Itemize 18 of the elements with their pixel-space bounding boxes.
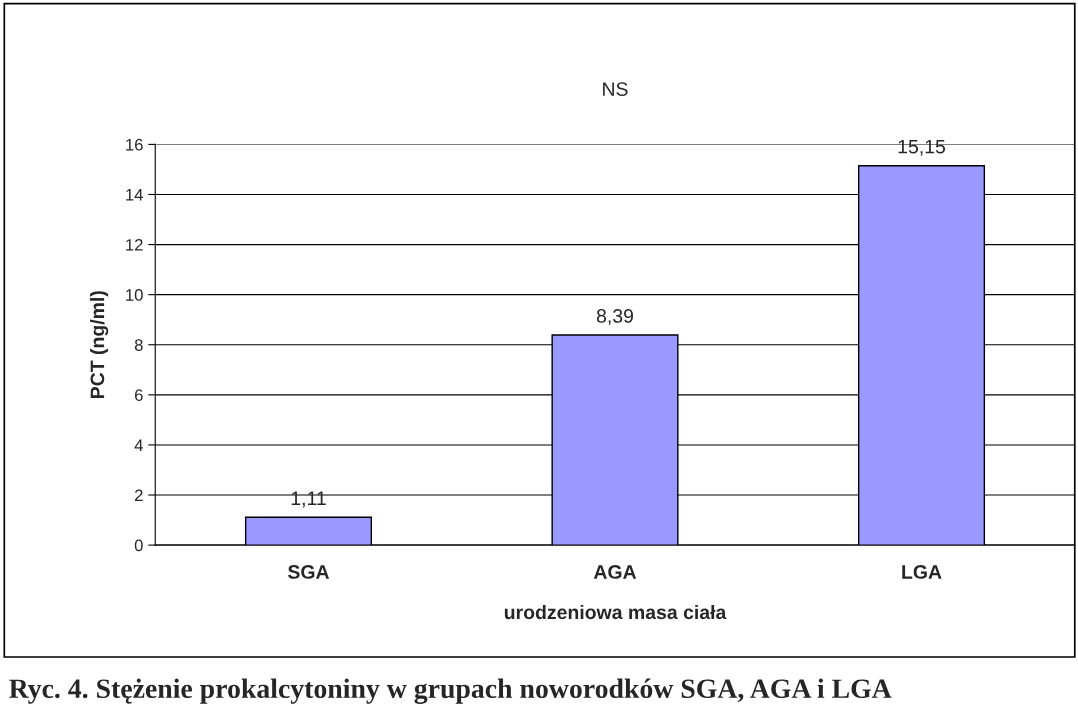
y-tick-label: 14 (126, 189, 143, 201)
y-tick-label: 6 (135, 389, 143, 402)
data-label: 1,11 (291, 491, 326, 508)
y-axis-title: PCT (ng/ml) (90, 291, 109, 398)
x-tick-label: SGA (287, 565, 330, 579)
x-tick-label: LGA (902, 565, 942, 579)
y-tick-label: 8 (134, 339, 143, 351)
y-tick-label: 12 (126, 238, 143, 251)
y-tick-label: 0 (134, 539, 143, 552)
y-tick-label: 10 (126, 289, 143, 301)
chart-title: NS (603, 82, 628, 96)
data-label: 8,39 (596, 309, 633, 326)
x-axis-title: urodzeniowa masa ciała (504, 604, 727, 620)
text: Ryc. 4. Stężenie prokalcytoniny w grupach noworodków SGA, AGA i LGA (9, 678, 892, 704)
y-tick-label: 2 (135, 489, 143, 502)
y-tick-label: 16 (126, 138, 143, 151)
x-tick-label: AGA (593, 565, 637, 579)
y-tick-label: 4 (134, 439, 143, 451)
